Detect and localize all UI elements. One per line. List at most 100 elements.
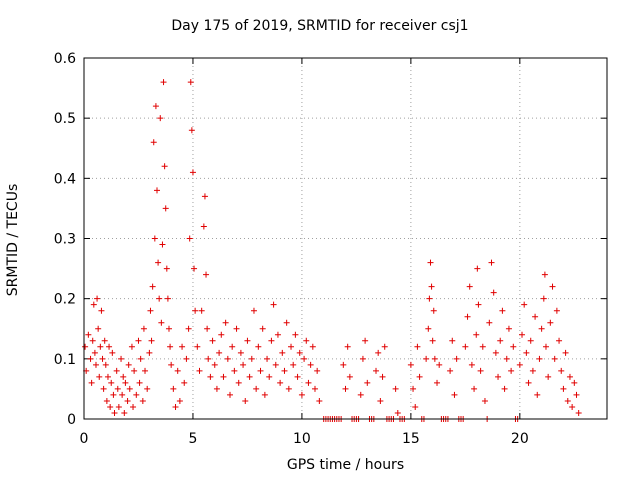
data-point [179,343,186,350]
data-point [373,367,380,374]
data-point [364,379,371,386]
data-point [449,337,456,344]
data-point [156,295,163,302]
data-point [146,349,153,356]
data-point [250,307,257,314]
data-point [200,223,207,230]
data-point [98,307,105,314]
data-point [523,349,530,356]
data-point [499,307,506,314]
data-point [311,385,318,392]
data-point [167,343,174,350]
data-point [205,355,212,362]
data-point [176,397,183,404]
data-point [505,325,512,332]
data-point [119,391,126,398]
data-point [91,349,98,356]
data-point [534,391,541,398]
data-point [163,265,170,272]
data-point [305,379,312,386]
data-point [416,373,423,380]
data-point [549,283,556,290]
data-point [431,355,438,362]
data-point [198,307,205,314]
data-point [414,343,421,350]
data-point [122,379,129,386]
data-point [357,391,364,398]
data-point [255,343,262,350]
data-point [196,367,203,374]
data-point [292,331,299,338]
data-point [87,355,94,362]
data-point [90,301,97,308]
data-point [194,343,201,350]
data-point [137,355,144,362]
data-point [186,235,193,242]
data-point [135,337,142,344]
data-point [133,391,140,398]
y-tick-label: 0.4 [54,171,76,187]
data-point [490,289,497,296]
data-point [288,343,295,350]
data-point [519,331,526,338]
data-point [111,409,118,416]
data-point [430,307,437,314]
data-point [346,373,353,380]
data-point [486,319,493,326]
data-point [115,403,122,410]
data-point [296,349,303,356]
data-point [264,355,271,362]
data-point [89,337,96,344]
data-point [556,337,563,344]
data-point [410,385,417,392]
data-point [96,373,103,380]
data-point [165,325,172,332]
data-point [268,337,275,344]
y-tick-label: 0.1 [54,352,76,368]
data-point [92,361,99,368]
data-point [188,127,195,134]
data-point [187,79,194,86]
data-point [85,331,92,338]
data-point [436,361,443,368]
data-point [149,283,156,290]
data-point [103,397,110,404]
data-point [110,391,117,398]
data-point [488,259,495,266]
data-point [152,103,159,110]
data-point [309,343,316,350]
y-tick-label: 0.5 [54,111,76,127]
data-point [233,325,240,332]
data-point [560,385,567,392]
data-point [303,337,310,344]
x-tick-label: 0 [80,431,89,447]
data-point [508,367,515,374]
data-point [136,379,143,386]
data-point [426,295,433,302]
data-point [128,343,135,350]
data-point [104,373,111,380]
data-point [468,361,475,368]
data-point [211,361,218,368]
data-point [540,295,547,302]
data-point [231,367,238,374]
data-point [159,241,166,248]
data-point [109,349,116,356]
data-point [209,337,216,344]
data-point [381,343,388,350]
data-point [575,409,582,416]
data-point [204,325,211,332]
data-point [428,283,435,290]
data-point [218,331,225,338]
data-point [139,397,146,404]
data-point [516,361,523,368]
data-point [192,307,199,314]
data-point [316,397,323,404]
data-point [162,205,169,212]
data-points [82,79,582,422]
data-point [99,355,106,362]
data-point [503,355,510,362]
data-point [101,337,108,344]
data-point [174,367,181,374]
data-point [527,337,534,344]
